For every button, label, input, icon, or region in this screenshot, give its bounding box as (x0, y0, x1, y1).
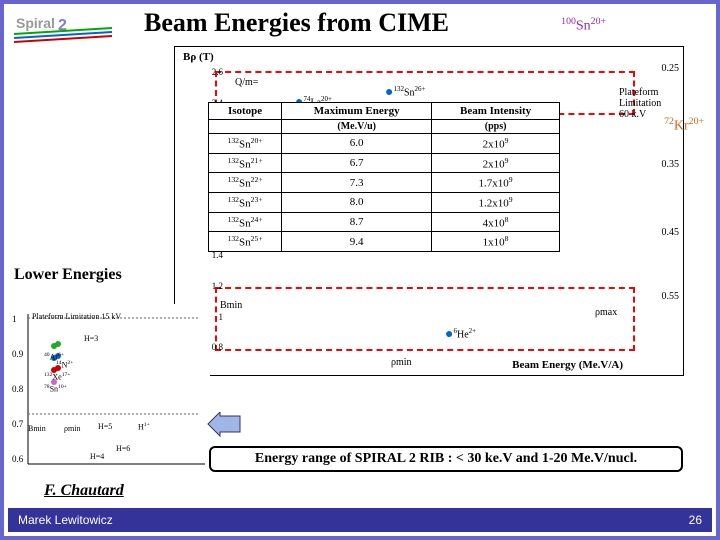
chart-point-label: ●132Sn26+ (385, 85, 425, 101)
reference-name: F. Chautard (44, 482, 124, 500)
spiral2-logo: Spiral 2 (12, 10, 122, 50)
lower-chart-label: ρmin (64, 424, 80, 433)
chart-point-label: ρmax (595, 307, 617, 318)
table-subheader-row: (Me.V/u) (pps) (209, 120, 560, 134)
chart-point-label: ρmin (391, 357, 412, 368)
svg-text:Spiral: Spiral (16, 15, 55, 31)
conclusion-box: Energy range of SPIRAL 2 RIB : < 30 ke.V… (209, 446, 683, 472)
lower-chart-svg (10, 304, 210, 484)
lower-chart-label: H=4 (90, 452, 104, 461)
lower-chart-label: H=3 (84, 334, 98, 343)
table-header-row: Isotope Maximum Energy Beam Intensity (209, 103, 560, 120)
chart-point-label: Q/m= (235, 77, 258, 88)
slide: Spiral 2 Beam Energies from CIME Bρ (T) … (0, 0, 720, 540)
table-row: 132Sn21+6.72x109 (209, 153, 560, 173)
footer-page-number: 26 (689, 513, 702, 527)
lower-energies-title: Lower Energies (14, 266, 122, 284)
right-val-3: 0.55 (662, 291, 680, 302)
slide-title: Beam Energies from CIME (144, 8, 706, 38)
footer-author: Marek Lewitowicz (18, 513, 113, 527)
lower-chart: 1 0.9 0.8 0.7 0.6 Plateform Limitation 1… (10, 304, 210, 484)
kr72-annotation: 72Kr20+ (664, 116, 704, 135)
chart-x-label: Beam Energy (Me.V/A) (512, 359, 623, 371)
table-row: 132Sn25+9.41x108 (209, 232, 560, 252)
chart-point-label: ●6He2+ (445, 327, 476, 343)
lower-chart-label: 78Sn10+ (44, 384, 67, 394)
right-val-1: 0.35 (662, 159, 680, 170)
right-val-2: 0.45 (662, 227, 680, 238)
chart-y-label: Bρ (T) (183, 51, 214, 63)
chart-point-label: Bmin (220, 300, 242, 311)
lower-chart-label: 132Xe17+ (44, 372, 70, 382)
isotope-table: Isotope Maximum Energy Beam Intensity (M… (208, 102, 560, 252)
lower-chart-label: 14N2+ (56, 360, 73, 370)
callout-arrow-icon (206, 412, 242, 442)
table-row: 132Sn24+8.74x108 (209, 212, 560, 232)
table-row: 132Sn23+8.01.2x109 (209, 192, 560, 212)
lower-chart-label: Plateform Limitation 15 kV (32, 312, 121, 321)
footer-bar: Marek Lewitowicz 26 (8, 508, 712, 532)
lower-chart-label: H=5 (98, 422, 112, 431)
table-row: 132Sn22+7.31.7x109 (209, 173, 560, 193)
logo-graphic: Spiral 2 (12, 10, 122, 50)
dashed-region-bottom (215, 287, 635, 351)
lower-chart-label: H=6 (116, 444, 130, 453)
lower-chart-label: H1+ (138, 422, 150, 432)
table-row: 132Sn20+6.02x109 (209, 134, 560, 154)
lower-chart-label: Bmin (28, 424, 46, 433)
sn100-annotation: 100Sn20+ (561, 16, 606, 35)
right-val-0: 0.25 (662, 63, 680, 74)
